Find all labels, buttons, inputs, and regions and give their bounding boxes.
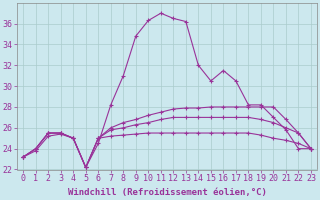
X-axis label: Windchill (Refroidissement éolien,°C): Windchill (Refroidissement éolien,°C) [68,188,267,197]
